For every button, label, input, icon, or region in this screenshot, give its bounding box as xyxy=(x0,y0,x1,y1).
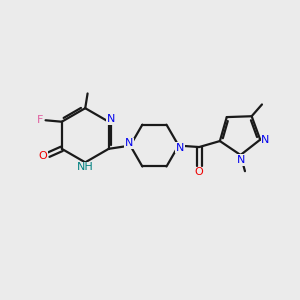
Text: NH: NH xyxy=(77,162,94,172)
Text: N: N xyxy=(176,143,184,153)
Text: O: O xyxy=(195,167,203,177)
Text: N: N xyxy=(124,138,133,148)
Text: F: F xyxy=(37,115,44,125)
Text: O: O xyxy=(38,151,47,161)
Text: N: N xyxy=(237,155,245,165)
Text: N: N xyxy=(261,135,270,145)
Text: N: N xyxy=(107,114,115,124)
